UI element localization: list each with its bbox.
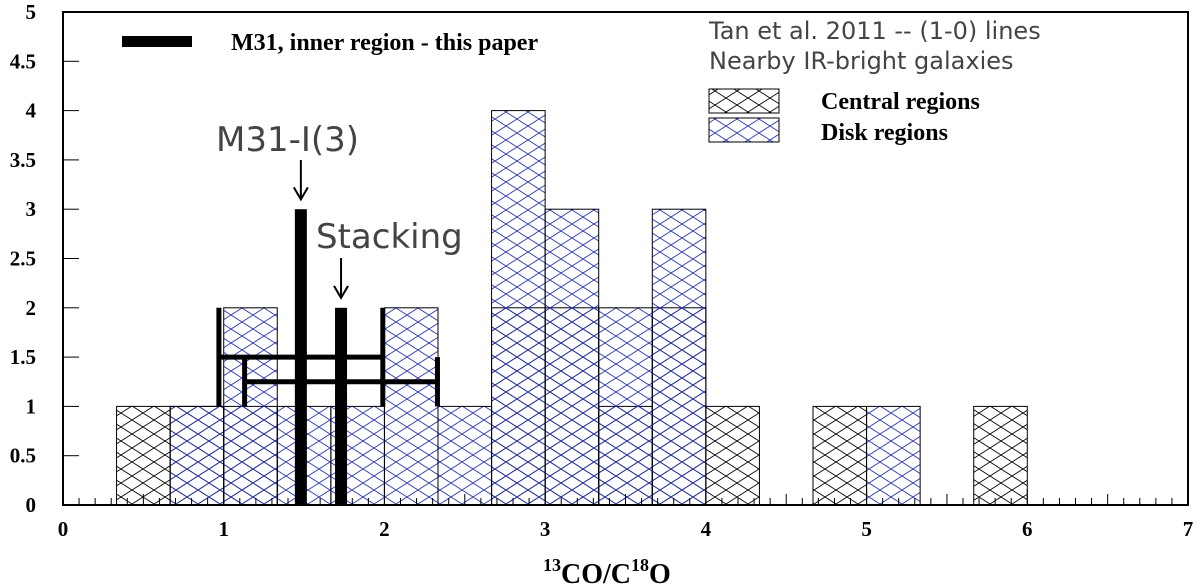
x-tick-label: 0 [58, 517, 69, 541]
annotation-stacking: Stacking [316, 217, 463, 257]
x-tick-label: 5 [861, 517, 872, 541]
legend-swatch-m31 [122, 36, 192, 47]
disk-bin-6 [437, 405, 493, 506]
central-bin-1 [116, 405, 171, 506]
x-axis-label-mid: CO/C [561, 559, 631, 587]
legend-label-central: Central regions [821, 89, 980, 115]
x-tick-label: 1 [218, 517, 229, 541]
x-axis-label-sup2: 18 [631, 555, 649, 575]
disk-bin-9 [598, 307, 653, 506]
y-tick-label: 4.5 [10, 49, 36, 73]
m31-bar-2 [335, 307, 348, 505]
legend-swatch-central [708, 88, 780, 114]
central-bin-9 [812, 405, 868, 506]
arrow-head [333, 285, 349, 300]
m31-bars [216, 209, 440, 505]
x-tick-label: 2 [379, 517, 390, 541]
y-tick-label: 3 [26, 197, 37, 221]
x-axis-label-sup1: 13 [543, 555, 561, 575]
legend-header-line1: Tan et al. 2011 -- (1-0) lines [708, 17, 1041, 45]
disk-bin-1 [169, 405, 225, 506]
disk-regions-bins [169, 110, 921, 506]
x-tick-label: 7 [1183, 517, 1194, 541]
arrow-head [292, 186, 309, 202]
disk-bin-7 [491, 110, 546, 506]
y-tick-label: 0.5 [10, 444, 36, 468]
disk-bin-2 [223, 307, 278, 506]
disk-bin-5 [383, 307, 439, 506]
x-tick-label: 6 [1022, 517, 1033, 541]
annotations: M31-I(3) Stacking [216, 120, 463, 300]
y-tick-label: 1 [26, 394, 37, 418]
legend-header-line2: Nearby IR-bright galaxies [709, 47, 1014, 75]
arrow-down-icon [292, 160, 309, 202]
y-tick-label: 2 [26, 296, 37, 320]
arrow-down-icon [333, 258, 349, 300]
x-axis-label: 13CO/C18O [543, 555, 671, 587]
y-tick-label: 1.5 [10, 345, 36, 369]
y-tick-label: 5 [26, 0, 37, 24]
y-tick-label: 0 [26, 493, 37, 517]
legend-label-m31: M31, inner region - this paper [231, 30, 538, 56]
x-axis-label-end: O [649, 559, 671, 587]
disk-bin-8 [544, 208, 600, 506]
annotation-m31-i3: M31-I(3) [216, 120, 359, 160]
y-tick-label: 2.5 [10, 247, 36, 271]
axis-ticks: 0 1 2 3 4 5 6 7 0 0.5 1 1.5 2 2.5 3 3.5 4 4.5 5 [10, 0, 1194, 541]
central-bin-10 [973, 405, 1028, 506]
disk-bin-11 [866, 405, 921, 506]
y-tick-label: 3.5 [10, 148, 36, 172]
x-tick-label: 3 [540, 517, 551, 541]
legend-swatch-disk [708, 117, 780, 143]
central-bin-8 [705, 405, 760, 506]
legend-label-disk: Disk regions [821, 120, 948, 146]
disk-bin-10 [651, 208, 707, 506]
y-tick-label: 4 [26, 99, 37, 123]
x-tick-label: 4 [701, 517, 712, 541]
legend: M31, inner region - this paper Tan et al… [122, 17, 1041, 146]
